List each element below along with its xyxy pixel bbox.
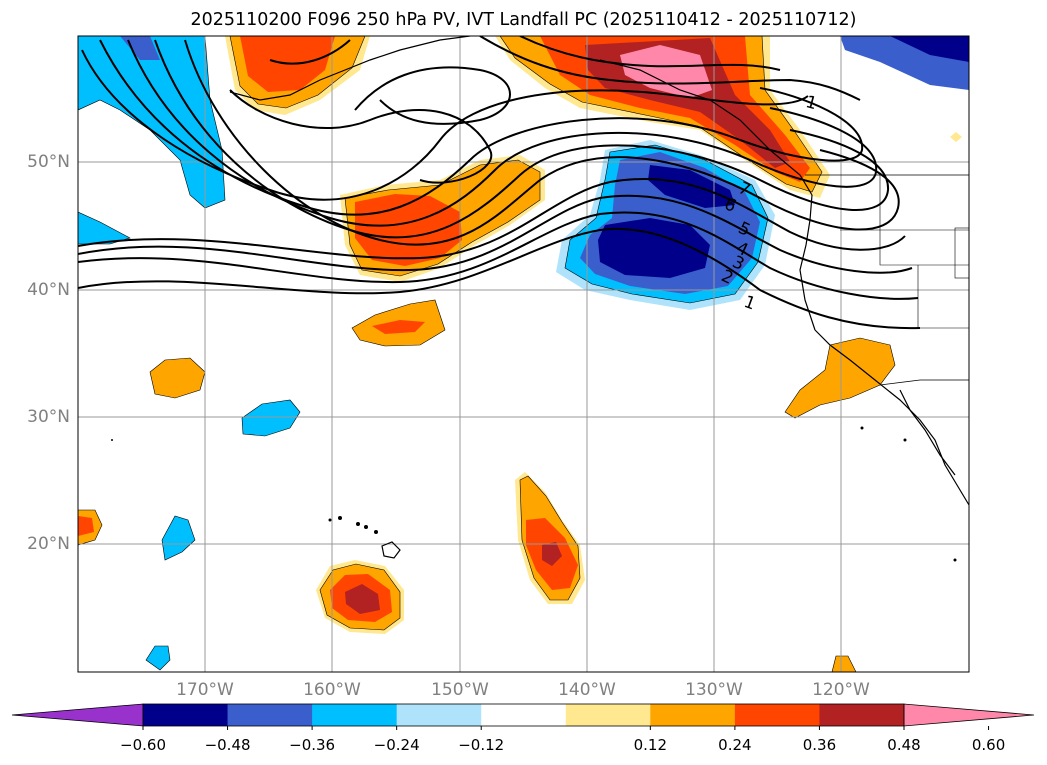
colorbar-extend-high [903, 703, 1035, 727]
colorbar-segment [396, 704, 482, 726]
alaska-panhandle-coast [599, 59, 813, 196]
colorbar-segment [143, 704, 229, 726]
colorbar-tick-label: −0.60 [120, 736, 166, 754]
map-panel: 1 7 6 5 4 3 2 1 [77, 35, 970, 673]
baja-coast [899, 389, 956, 476]
contour-label: 1 [803, 92, 819, 114]
contour-line [354, 66, 511, 125]
contour-line [479, 36, 861, 101]
map-frame [77, 35, 970, 673]
colorbar-tick-label: 0.12 [633, 736, 668, 754]
lon-label: 160°W [303, 680, 361, 700]
contour-line [99, 39, 864, 216]
warm-region-19n-peak [542, 542, 562, 566]
warm-region-16n-peak [345, 584, 380, 614]
blue-region-northeast-core [890, 36, 969, 62]
colorbar-segment [227, 704, 313, 726]
blue-region-13n [145, 645, 171, 671]
lat-label: 50°N [27, 152, 70, 172]
contour-line [78, 177, 906, 260]
hawaii-big-island [381, 541, 401, 559]
blue-region-31n [241, 399, 301, 437]
figure-title: 2025110200 F096 250 hPa PV, IVT Landfall… [190, 10, 857, 30]
colorbar-extend-low [11, 703, 144, 727]
colorbar-segment [650, 704, 736, 726]
contour-line [184, 39, 900, 246]
contour-line [78, 211, 919, 300]
colorbar-tick-label: 0.48 [887, 736, 921, 754]
colorbar-tick-label: 0.60 [971, 736, 1006, 754]
lat-label: 20°N [27, 534, 70, 554]
graticule [78, 36, 969, 672]
warm-region-coast [784, 337, 896, 419]
colorbar-segment [819, 704, 905, 726]
lon-label: 150°W [431, 680, 489, 700]
coastlines [229, 36, 969, 506]
contour-line [519, 36, 781, 71]
bc-coast [799, 194, 816, 331]
negative-anomaly-fills [78, 36, 969, 671]
lat-label: 30°N [27, 407, 70, 427]
warm-region-west-edge-core [78, 516, 94, 536]
colorbar-tick-label: 0.24 [718, 736, 752, 754]
colorbar-tick-label: 0.36 [802, 736, 837, 754]
colorbar-segment [565, 704, 651, 726]
colorbar-tick-label: −0.36 [289, 736, 336, 754]
contour-line [269, 39, 351, 65]
warm-region-32n [149, 357, 206, 399]
colorbar-segment [734, 704, 820, 726]
warm-region-northeast-peak [620, 45, 712, 98]
colorbar-segment [312, 704, 398, 726]
lon-label: 140°W [558, 680, 616, 700]
lon-label: 170°W [176, 680, 234, 700]
lon-label: 120°W [812, 680, 870, 700]
blue-region-21n [161, 515, 196, 561]
border-usa-mexico [879, 379, 969, 386]
warm-region-east-dot [950, 132, 962, 142]
contour-line [81, 49, 809, 201]
islands [111, 426, 957, 562]
colorbar-segment [481, 704, 567, 726]
colorbar-outline [142, 703, 905, 727]
blue-region-central-core [598, 218, 710, 278]
contour-line [229, 89, 493, 184]
contour-line [78, 194, 913, 274]
blue-region-central-core-north [648, 165, 735, 208]
colorbar-tick-label: −0.12 [458, 736, 505, 754]
warm-region-central-south-core [372, 320, 425, 334]
blue-region-northwest-core [120, 36, 160, 60]
pc-contours [78, 36, 921, 330]
lat-label: 40°N [27, 280, 70, 300]
warm-region-south-edge [831, 655, 857, 672]
lon-label: 130°W [685, 680, 743, 700]
state-border-4 [954, 227, 969, 279]
contour-line [78, 227, 921, 330]
colorbar-tick-label: −0.24 [373, 736, 420, 754]
alaska-coast [229, 36, 471, 101]
colorbar-tick-label: −0.48 [204, 736, 251, 754]
